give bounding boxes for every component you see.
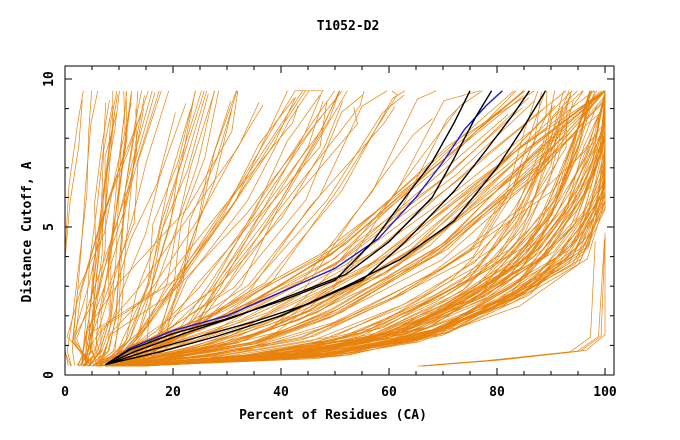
model-curve bbox=[106, 94, 321, 367]
model-curve bbox=[104, 90, 398, 367]
model-curve bbox=[108, 90, 567, 363]
reference-curve bbox=[105, 90, 493, 366]
model-curve bbox=[128, 90, 606, 366]
model-curve bbox=[93, 94, 364, 367]
model-curve bbox=[113, 90, 288, 366]
model-curve bbox=[142, 113, 606, 367]
x-axis-label: Percent of Residues (CA) bbox=[239, 408, 427, 423]
highlight-curve bbox=[105, 90, 503, 366]
y-tick-label: 5 bbox=[42, 223, 57, 231]
model-curve bbox=[104, 90, 539, 367]
x-tick-label: 60 bbox=[381, 385, 397, 400]
model-curve bbox=[107, 90, 535, 363]
model-curve bbox=[98, 97, 295, 367]
model-curve bbox=[110, 90, 303, 366]
model-curve bbox=[120, 110, 232, 367]
chart-title: T1052-D2 bbox=[317, 19, 380, 34]
model-curve bbox=[126, 90, 593, 366]
model-curve bbox=[85, 105, 299, 367]
reference-curve bbox=[105, 90, 471, 366]
x-tick-label: 0 bbox=[61, 385, 69, 400]
model-curve bbox=[129, 90, 606, 366]
series-layer bbox=[105, 90, 547, 366]
y-tick-label: 0 bbox=[42, 371, 57, 379]
x-axis: 0 20 40 60 80 100 bbox=[61, 66, 617, 400]
model-curve bbox=[136, 112, 606, 367]
model-curve bbox=[108, 90, 365, 367]
model-curve bbox=[97, 116, 322, 367]
reference-curve bbox=[105, 90, 530, 366]
model-curve bbox=[80, 105, 113, 367]
y-axis-label: Distance Cutoff, A bbox=[20, 161, 35, 302]
model-curve bbox=[80, 90, 120, 367]
model-curve bbox=[76, 90, 324, 366]
plot-area bbox=[64, 90, 606, 367]
model-curve bbox=[422, 239, 605, 367]
model-curve bbox=[132, 90, 606, 364]
x-tick-label: 100 bbox=[593, 385, 617, 400]
model-curve bbox=[71, 90, 99, 366]
model-curve bbox=[138, 90, 481, 367]
y-tick-label: 10 bbox=[42, 71, 57, 87]
model-curve bbox=[98, 114, 509, 365]
model-curve bbox=[110, 97, 296, 367]
model-curve bbox=[124, 90, 323, 367]
model-curve bbox=[95, 103, 187, 367]
model-curve bbox=[120, 101, 328, 367]
model-curve bbox=[113, 90, 306, 367]
x-tick-label: 80 bbox=[489, 385, 505, 400]
reference-curve bbox=[105, 90, 547, 366]
model-curve bbox=[96, 90, 548, 366]
model-curve bbox=[130, 90, 596, 366]
model-curve bbox=[66, 90, 92, 366]
model-curve bbox=[84, 92, 156, 367]
model-curve bbox=[118, 110, 603, 365]
y-axis: 0 5 10 bbox=[42, 71, 614, 379]
model-curve bbox=[120, 90, 405, 367]
model-curve bbox=[111, 90, 196, 367]
model-curve bbox=[83, 94, 132, 367]
model-curve bbox=[64, 99, 83, 367]
model-curve bbox=[118, 118, 433, 367]
model-curve bbox=[138, 90, 606, 366]
model-curve bbox=[139, 90, 606, 362]
model-curve bbox=[105, 104, 553, 367]
model-curve bbox=[132, 90, 591, 367]
model-curve bbox=[100, 108, 191, 367]
model-curve bbox=[110, 129, 567, 366]
model-curve bbox=[108, 93, 209, 367]
model-curve bbox=[84, 90, 239, 366]
model-curve bbox=[123, 90, 572, 366]
model-curve bbox=[76, 90, 153, 367]
model-curve bbox=[88, 90, 160, 366]
model-curve bbox=[101, 112, 176, 367]
model-curve bbox=[93, 90, 142, 366]
model-curve bbox=[141, 90, 606, 363]
x-tick-label: 40 bbox=[273, 385, 289, 400]
model-curve bbox=[88, 101, 260, 367]
plot-frame bbox=[64, 65, 615, 376]
model-curve bbox=[74, 112, 142, 367]
model-curve bbox=[66, 90, 149, 366]
x-tick-label: 20 bbox=[165, 385, 181, 400]
model-curve bbox=[82, 90, 114, 367]
model-curve bbox=[100, 90, 525, 364]
model-curve bbox=[141, 119, 606, 367]
model-curve bbox=[137, 90, 348, 367]
model-curve bbox=[92, 108, 138, 367]
model-curve bbox=[115, 106, 396, 367]
model-curve bbox=[78, 94, 118, 367]
model-curve bbox=[132, 98, 606, 364]
